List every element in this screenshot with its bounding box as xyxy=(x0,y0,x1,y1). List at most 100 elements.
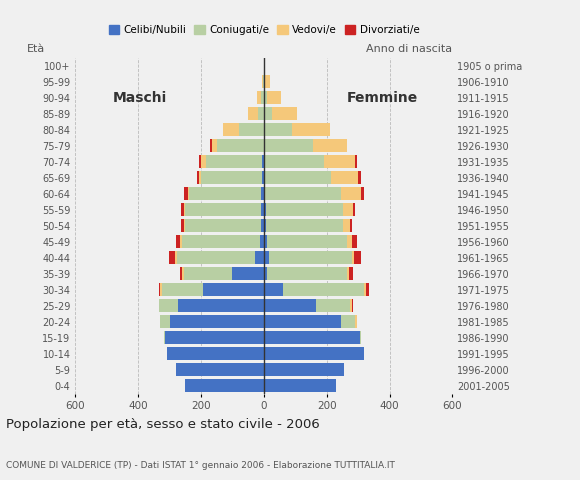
Bar xyxy=(264,171,266,184)
Bar xyxy=(184,267,233,280)
Bar xyxy=(355,155,357,168)
Bar xyxy=(200,171,201,184)
Bar xyxy=(350,219,352,232)
Bar xyxy=(258,107,264,120)
Bar xyxy=(160,315,169,328)
Bar xyxy=(263,75,264,88)
Bar xyxy=(264,75,266,88)
Bar xyxy=(269,251,352,264)
Bar xyxy=(261,203,264,216)
Bar xyxy=(264,235,267,248)
Bar xyxy=(201,171,262,184)
Bar xyxy=(267,235,347,248)
Bar xyxy=(347,235,352,248)
Bar xyxy=(360,331,361,344)
Bar xyxy=(182,267,184,280)
Bar xyxy=(182,235,260,248)
Bar xyxy=(266,171,331,184)
Bar xyxy=(200,155,201,168)
Bar xyxy=(176,235,180,248)
Bar xyxy=(186,219,261,232)
Bar xyxy=(341,187,361,200)
Bar xyxy=(316,299,350,312)
Bar xyxy=(184,219,186,232)
Legend: Celibi/Nubili, Coniugati/e, Vedovi/e, Divorziati/e: Celibi/Nubili, Coniugati/e, Vedovi/e, Di… xyxy=(104,21,423,39)
Bar xyxy=(175,251,176,264)
Bar xyxy=(180,219,184,232)
Bar xyxy=(266,203,343,216)
Bar xyxy=(349,267,353,280)
Bar xyxy=(239,123,264,136)
Bar xyxy=(324,155,355,168)
Bar xyxy=(364,283,366,296)
Bar xyxy=(264,219,266,232)
Bar xyxy=(358,171,361,184)
Bar xyxy=(264,107,272,120)
Bar xyxy=(266,155,324,168)
Bar xyxy=(264,155,266,168)
Bar xyxy=(352,251,354,264)
Bar xyxy=(264,283,283,296)
Bar xyxy=(262,91,264,104)
Bar xyxy=(189,187,262,200)
Bar xyxy=(159,299,160,312)
Bar xyxy=(347,267,349,280)
Bar xyxy=(186,379,264,392)
Bar xyxy=(272,107,297,120)
Bar xyxy=(266,75,270,88)
Text: Età: Età xyxy=(27,44,45,54)
Bar xyxy=(217,139,264,152)
Bar xyxy=(165,331,264,344)
Text: Femmine: Femmine xyxy=(347,91,418,105)
Bar xyxy=(176,363,264,376)
Bar xyxy=(267,267,347,280)
Bar xyxy=(264,187,266,200)
Bar xyxy=(255,251,264,264)
Bar xyxy=(160,299,177,312)
Bar xyxy=(264,251,269,264)
Bar xyxy=(355,315,357,328)
Bar xyxy=(184,203,186,216)
Bar xyxy=(160,283,162,296)
Bar xyxy=(341,315,355,328)
Bar xyxy=(162,283,202,296)
Text: Popolazione per età, sesso e stato civile - 2006: Popolazione per età, sesso e stato civil… xyxy=(6,418,320,431)
Bar xyxy=(169,315,264,328)
Text: COMUNE DI VALDERICE (TP) - Dati ISTAT 1° gennaio 2006 - Elaborazione TUTTITALIA.: COMUNE DI VALDERICE (TP) - Dati ISTAT 1°… xyxy=(6,461,394,470)
Bar xyxy=(283,283,364,296)
Bar xyxy=(180,267,182,280)
Bar xyxy=(352,299,353,312)
Text: Maschi: Maschi xyxy=(113,91,168,105)
Bar xyxy=(169,251,175,264)
Bar xyxy=(176,251,255,264)
Bar xyxy=(257,91,262,104)
Bar xyxy=(223,123,239,136)
Bar xyxy=(343,219,350,232)
Bar xyxy=(202,283,264,296)
Bar xyxy=(201,155,206,168)
Bar xyxy=(197,171,200,184)
Bar xyxy=(180,235,182,248)
Bar xyxy=(353,203,356,216)
Bar xyxy=(264,203,266,216)
Bar xyxy=(180,203,184,216)
Bar xyxy=(177,299,264,312)
Bar xyxy=(159,283,160,296)
Bar xyxy=(264,347,364,360)
Bar xyxy=(212,139,217,152)
Bar xyxy=(266,219,343,232)
Bar xyxy=(264,139,313,152)
Bar xyxy=(267,91,281,104)
Bar xyxy=(248,107,258,120)
Bar xyxy=(166,347,264,360)
Bar xyxy=(187,187,189,200)
Bar xyxy=(264,363,344,376)
Bar xyxy=(292,123,330,136)
Text: Anno di nascita: Anno di nascita xyxy=(367,44,452,54)
Bar xyxy=(343,203,353,216)
Bar xyxy=(264,379,336,392)
Bar xyxy=(233,267,264,280)
Bar xyxy=(262,187,264,200)
Bar xyxy=(331,171,358,184)
Bar xyxy=(313,139,347,152)
